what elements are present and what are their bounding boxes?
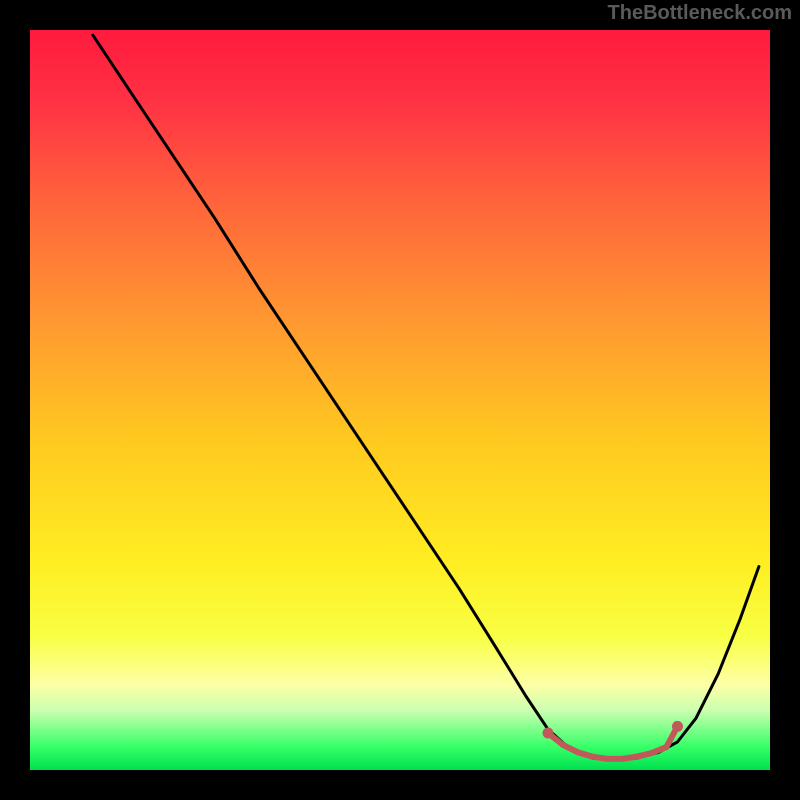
gradient-backdrop bbox=[30, 30, 770, 770]
attribution-text: TheBottleneck.com bbox=[608, 2, 792, 25]
bottleneck-chart bbox=[0, 0, 800, 800]
chart-container: TheBottleneck.com bbox=[0, 0, 800, 800]
